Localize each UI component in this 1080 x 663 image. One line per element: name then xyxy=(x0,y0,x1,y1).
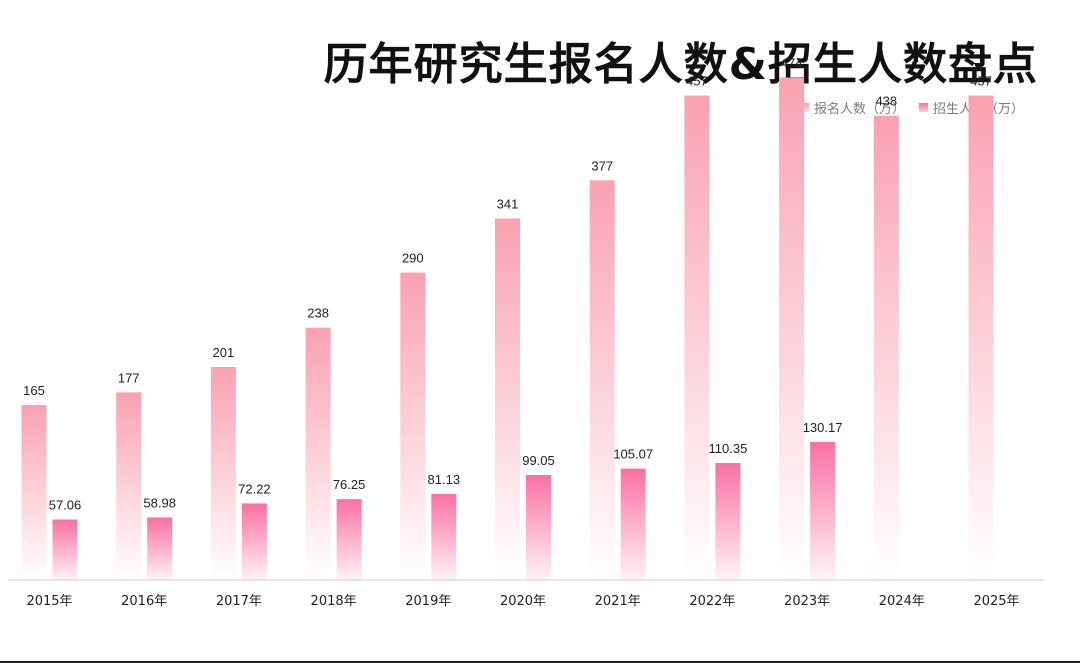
bar-admissions-0 xyxy=(52,519,78,580)
data-label-admissions-3: 76.25 xyxy=(333,477,366,492)
bar-admissions-5 xyxy=(526,475,551,580)
bar-admissions-7 xyxy=(715,463,741,580)
data-label-applicants-10: 457 xyxy=(970,74,992,89)
bar-admissions-1 xyxy=(147,517,173,580)
x-tick-label-6: 2021年 xyxy=(595,594,641,609)
legend-label-applicants: 报名人数（万） xyxy=(813,102,905,117)
bar-applicants-3 xyxy=(305,327,331,580)
bar-applicants-1 xyxy=(116,392,142,580)
bar-admissions-8 xyxy=(810,442,836,580)
data-label-applicants-2: 201 xyxy=(213,345,235,360)
bar-applicants-6 xyxy=(589,180,615,580)
x-tick-labels: 2015年 2016年 2017年 2018年 2019年 2020年 2021年 2022年… xyxy=(26,594,1019,609)
legend-swatch-admissions xyxy=(918,103,928,112)
data-label-admissions-8: 130.17 xyxy=(803,420,843,435)
data-label-admissions-0: 57.06 xyxy=(49,498,82,513)
bar-admissions-3 xyxy=(336,499,362,580)
data-label-applicants-5: 341 xyxy=(497,197,519,212)
chart-title: 历年研究生报名人数&招生人数盘点 xyxy=(323,39,1038,90)
legend-item-applicants: 报名人数（万） xyxy=(799,98,905,117)
data-label-applicants-0: 165 xyxy=(23,383,45,398)
bars-layer: 165 57.06 177 58.98 201 72.22 238 76.25 290 81.13… xyxy=(21,56,994,581)
bar-applicants-5 xyxy=(495,218,520,581)
data-label-admissions-5: 99.05 xyxy=(522,453,555,468)
data-label-admissions-1: 58.98 xyxy=(143,495,176,510)
data-label-applicants-8: 474 xyxy=(781,56,803,71)
data-label-admissions-6: 105.07 xyxy=(613,447,653,462)
data-label-applicants-1: 177 xyxy=(118,370,140,385)
data-label-admissions-7: 110.35 xyxy=(709,441,748,456)
data-label-applicants-7: 457 xyxy=(686,74,708,89)
x-tick-label-3: 2018年 xyxy=(311,594,357,609)
bar-admissions-4 xyxy=(431,494,457,580)
data-label-applicants-3: 238 xyxy=(307,306,329,321)
data-label-applicants-4: 290 xyxy=(402,251,424,266)
bar-applicants-4 xyxy=(400,272,426,580)
data-label-admissions-4: 81.13 xyxy=(428,472,461,487)
bottom-divider xyxy=(0,661,1080,663)
bar-applicants-2 xyxy=(210,366,236,580)
x-tick-label-5: 2020年 xyxy=(500,594,546,609)
legend-swatch-applicants xyxy=(799,103,809,112)
bar-applicants-9 xyxy=(873,115,899,580)
x-tick-label-4: 2019年 xyxy=(405,594,451,609)
x-tick-label-10: 2025年 xyxy=(973,594,1019,609)
x-tick-label-0: 2015年 xyxy=(26,594,72,609)
x-tick-label-7: 2022年 xyxy=(689,594,735,609)
bar-applicants-10 xyxy=(968,95,994,580)
data-label-applicants-9: 438 xyxy=(875,94,897,109)
bar-admissions-2 xyxy=(241,503,267,580)
x-tick-label-9: 2024年 xyxy=(879,594,925,609)
x-tick-label-2: 2017年 xyxy=(216,594,262,609)
bar-admissions-6 xyxy=(620,468,646,580)
bar-applicants-7 xyxy=(684,95,710,580)
bar-applicants-0 xyxy=(21,405,47,580)
bar-applicants-8 xyxy=(779,77,805,580)
data-label-applicants-6: 377 xyxy=(591,158,613,173)
data-label-admissions-2: 72.22 xyxy=(238,481,271,496)
x-tick-label-1: 2016年 xyxy=(121,594,167,609)
x-tick-label-8: 2023年 xyxy=(784,594,830,609)
